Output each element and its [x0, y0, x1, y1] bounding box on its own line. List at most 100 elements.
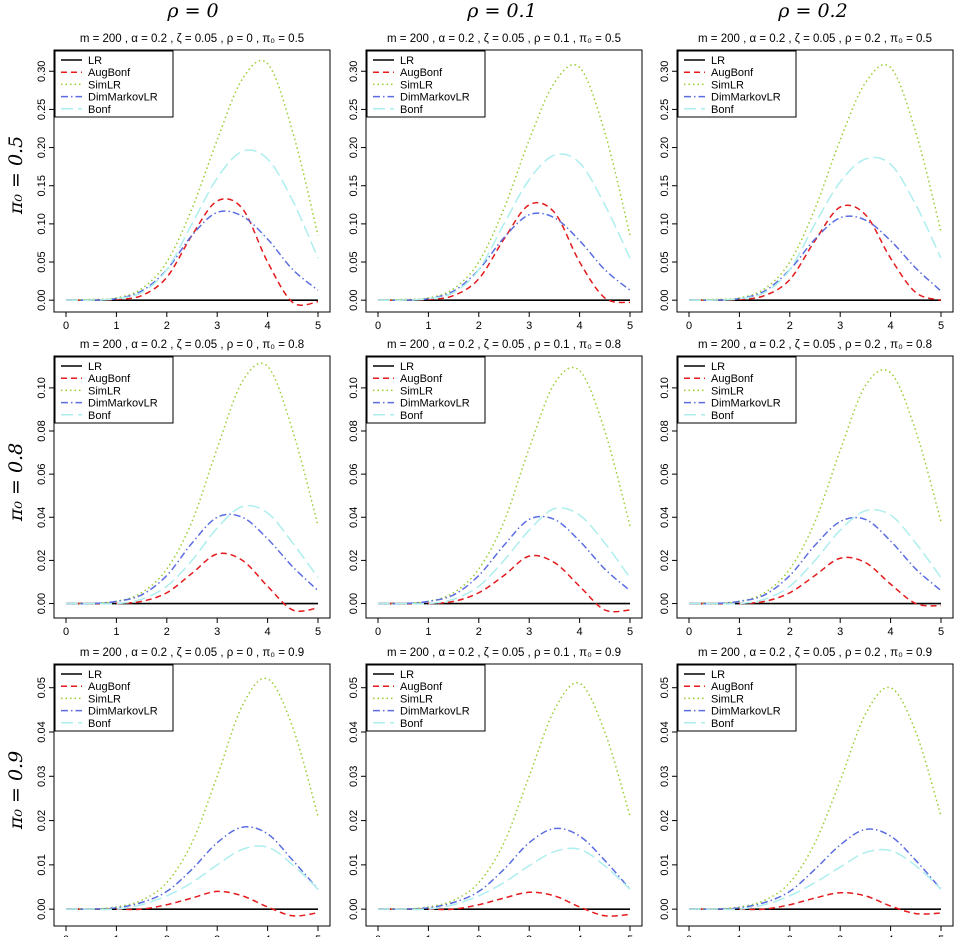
- legend-label-bonf: Bonf: [400, 718, 424, 730]
- series-line-bonf: [65, 149, 319, 302]
- x-tick-label: 0: [686, 626, 692, 638]
- panel-title: m = 200 , α = 0.2 , ζ = 0.05 , ρ = 0.1 ,…: [387, 339, 621, 351]
- plot-frame: [365, 49, 643, 313]
- legend-label-bonf: Bonf: [88, 410, 112, 422]
- x-tick-label: 5: [627, 320, 633, 332]
- x-tick-label: 1: [736, 934, 742, 937]
- series-line-augbonf: [66, 890, 319, 917]
- panel-4: m = 200 , α = 0.2 , ζ = 0.05 , ρ = 0.1 ,…: [348, 339, 643, 638]
- legend-label-dimmarkovlr: DimMarkovLR: [711, 92, 781, 104]
- y-tick-label: 0.25: [348, 99, 360, 120]
- y-tick-label: 0.00: [348, 593, 360, 614]
- y-tick-label: 0.05: [659, 677, 671, 698]
- x-tick-label: 2: [787, 320, 793, 332]
- series-line-dimmarkovlr: [65, 513, 319, 605]
- y-tick-label: 0.08: [659, 420, 671, 441]
- legend-label-lr: LR: [400, 669, 414, 681]
- series-line-bonf: [689, 848, 942, 911]
- legend-label-lr: LR: [88, 669, 102, 681]
- legend-label-lr: LR: [400, 55, 414, 67]
- y-tick-label: 0.10: [36, 377, 48, 398]
- x-tick-label: 4: [577, 320, 583, 332]
- y-tick-label: 0.03: [36, 766, 48, 787]
- panel-title: m = 200 , α = 0.2 , ζ = 0.05 , ρ = 0.2 ,…: [698, 33, 932, 45]
- x-tick-label: 5: [938, 320, 944, 332]
- x-tick-label: 4: [577, 626, 583, 638]
- panels-layer: m = 200 , α = 0.2 , ζ = 0.05 , ρ = 0 , π…: [36, 33, 954, 937]
- legend-label-bonf: Bonf: [400, 410, 424, 422]
- panel-7: m = 200 , α = 0.2 , ζ = 0.05 , ρ = 0.1 ,…: [348, 647, 643, 937]
- series-line-augbonf: [689, 891, 942, 915]
- x-tick-label: 0: [375, 626, 381, 638]
- x-tick-label: 3: [526, 626, 532, 638]
- panel-title: m = 200 , α = 0.2 , ζ = 0.05 , ρ = 0.1 ,…: [387, 647, 621, 659]
- y-tick-label: 0.08: [348, 420, 360, 441]
- series-line-dimmarkovlr: [377, 515, 631, 605]
- x-tick-label: 2: [476, 626, 482, 638]
- legend-label-dimmarkovlr: DimMarkovLR: [400, 92, 470, 104]
- panel-title: m = 200 , α = 0.2 , ζ = 0.05 , ρ = 0.1 ,…: [387, 33, 621, 45]
- x-tick-label: 4: [265, 934, 271, 937]
- x-tick-label: 3: [214, 320, 220, 332]
- y-tick-label: 0.01: [348, 854, 360, 875]
- column-header-rho-0-1: ρ = 0.1: [466, 0, 536, 22]
- legend-label-bonf: Bonf: [88, 718, 112, 730]
- x-tick-label: 3: [214, 934, 220, 937]
- y-tick-label: 0.03: [348, 766, 360, 787]
- y-tick-label: 0.04: [348, 507, 360, 528]
- x-tick-label: 3: [526, 934, 532, 937]
- x-tick-label: 1: [113, 626, 119, 638]
- y-tick-label: 0.10: [659, 213, 671, 234]
- panel-title: m = 200 , α = 0.2 , ζ = 0.05 , ρ = 0 , π…: [80, 339, 304, 351]
- series-line-dimmarkovlr: [688, 516, 942, 605]
- series-line-augbonf: [688, 556, 942, 607]
- panel-6: m = 200 , α = 0.2 , ζ = 0.05 , ρ = 0 , π…: [36, 647, 331, 937]
- x-tick-label: 2: [164, 934, 170, 937]
- legend-label-dimmarkovlr: DimMarkovLR: [88, 92, 158, 104]
- y-tick-label: 0.30: [659, 61, 671, 82]
- plot-frame: [365, 355, 643, 619]
- x-tick-label: 2: [787, 626, 793, 638]
- panel-3: m = 200 , α = 0.2 , ζ = 0.05 , ρ = 0 , π…: [36, 339, 331, 638]
- panel-title: m = 200 , α = 0.2 , ζ = 0.05 , ρ = 0.2 ,…: [698, 339, 932, 351]
- panel-0: m = 200 , α = 0.2 , ζ = 0.05 , ρ = 0 , π…: [36, 33, 331, 332]
- x-tick-label: 1: [425, 934, 431, 937]
- y-tick-label: 0.10: [348, 377, 360, 398]
- x-tick-label: 2: [476, 934, 482, 937]
- x-tick-label: 0: [375, 320, 381, 332]
- legend-label-lr: LR: [88, 361, 102, 373]
- y-tick-label: 0.10: [659, 377, 671, 398]
- y-tick-label: 0.02: [348, 810, 360, 831]
- series-line-bonf: [377, 507, 631, 605]
- legend-label-lr: LR: [711, 361, 725, 373]
- row-header-pi0-0-9: π₀ = 0.9: [5, 751, 27, 830]
- x-tick-label: 3: [837, 934, 843, 937]
- y-tick-label: 0.00: [36, 289, 48, 310]
- y-tick-label: 0.01: [36, 854, 48, 875]
- legend-label-lr: LR: [88, 55, 102, 67]
- y-tick-label: 0.15: [36, 175, 48, 196]
- plot-frame: [676, 355, 954, 619]
- x-tick-label: 1: [425, 626, 431, 638]
- series-line-augbonf: [378, 891, 631, 917]
- legend-label-bonf: Bonf: [711, 410, 735, 422]
- plot-frame: [53, 355, 331, 619]
- plot-frame: [676, 49, 954, 313]
- y-tick-label: 0.25: [659, 99, 671, 120]
- x-tick-label: 1: [736, 626, 742, 638]
- y-tick-label: 0.06: [659, 463, 671, 484]
- legend-label-simlr: SimLR: [88, 693, 121, 705]
- y-tick-label: 0.04: [348, 721, 360, 742]
- y-tick-label: 0.06: [36, 463, 48, 484]
- series-line-dimmarkovlr: [65, 826, 319, 910]
- x-tick-label: 2: [787, 934, 793, 937]
- legend-label-simlr: SimLR: [711, 693, 744, 705]
- legend-label-simlr: SimLR: [400, 385, 433, 397]
- y-tick-label: 0.25: [36, 99, 48, 120]
- series-line-dimmarkovlr: [688, 215, 942, 302]
- x-tick-label: 5: [315, 626, 321, 638]
- plot-frame: [53, 663, 331, 927]
- x-tick-label: 3: [837, 320, 843, 332]
- y-tick-label: 0.15: [659, 175, 671, 196]
- legend-label-augbonf: AugBonf: [400, 373, 443, 385]
